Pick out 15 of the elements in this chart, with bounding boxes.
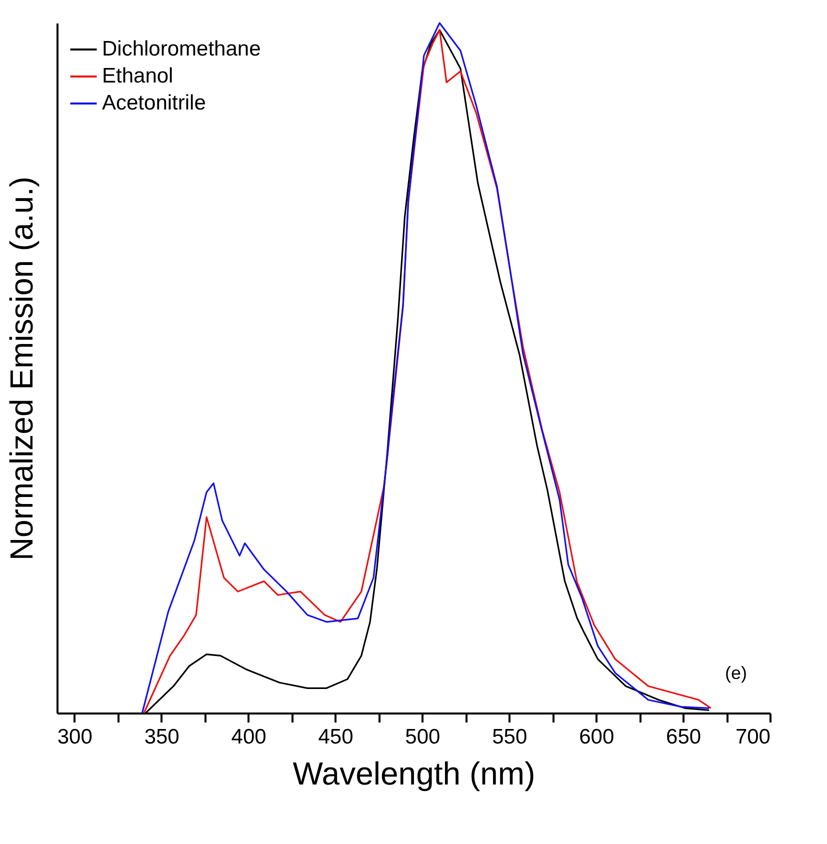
x-tick-label: 600 [579,726,614,748]
x-tick-label: 550 [492,726,528,748]
x-tick-label: 400 [231,726,266,748]
x-tick-label: 350 [144,726,180,748]
x-tick-label: 700 [735,726,770,748]
legend-label: Dichloromethane [102,38,261,60]
legend-label: Ethanol [102,64,174,88]
y-axis-title: Normalized Emission (a.u.) [4,176,40,561]
annotation: (e) [725,663,747,683]
x-tick-label: 450 [318,726,354,748]
x-axis-title: Wavelength (nm) [292,756,536,792]
x-tick-label: 500 [405,726,440,748]
x-tick-label: 650 [666,726,702,748]
x-tick-label: 300 [57,726,92,748]
legend-label: Acetonitrile [102,92,206,114]
